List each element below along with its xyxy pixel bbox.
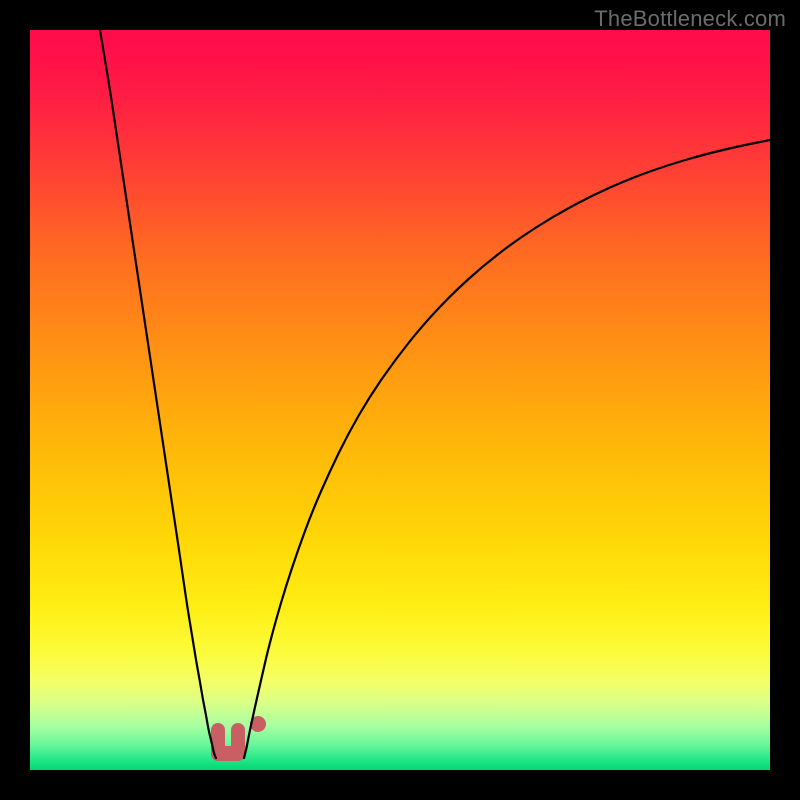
watermark-text: TheBottleneck.com (594, 6, 786, 32)
right-curve (244, 140, 770, 758)
chart-frame: TheBottleneck.com (0, 0, 800, 800)
bottleneck-curves (30, 30, 770, 770)
left-curve (100, 30, 216, 758)
plot-area (30, 30, 770, 770)
